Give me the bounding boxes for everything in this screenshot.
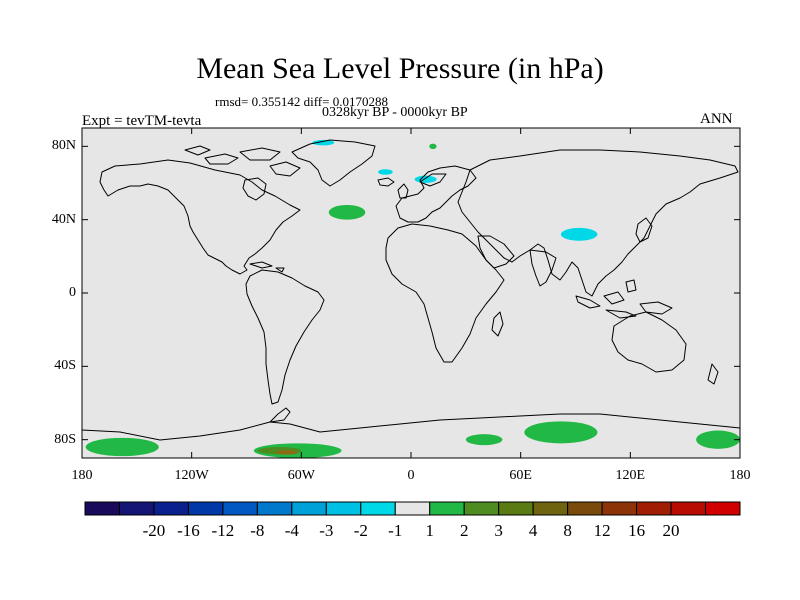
colorbar-swatch bbox=[670, 501, 707, 516]
colorbar-label: 1 bbox=[425, 521, 434, 540]
colorbar-swatch bbox=[360, 501, 396, 516]
coast-greenland bbox=[291, 139, 376, 187]
colorbar-label: 12 bbox=[593, 521, 611, 540]
anomaly-antarctic-positive-4 bbox=[524, 421, 598, 444]
season-label: ANN bbox=[700, 111, 733, 127]
colorbar-label: -8 bbox=[250, 521, 265, 540]
coast-arctic-islands bbox=[184, 145, 301, 177]
colorbar-label: 4 bbox=[528, 521, 538, 540]
colorbar-swatch bbox=[601, 501, 638, 516]
colorbar-swatch bbox=[291, 501, 327, 516]
y-tick-label: 40N bbox=[51, 211, 76, 227]
anomaly-scandinavia-negative bbox=[414, 175, 437, 183]
x-tick-label: 0 bbox=[407, 468, 415, 483]
anomaly-layer bbox=[85, 139, 740, 458]
colorbar-swatch bbox=[532, 501, 569, 516]
coast-antarctic-peninsula bbox=[269, 407, 291, 423]
coast-antarctica bbox=[81, 413, 741, 441]
coast-indonesia bbox=[575, 279, 637, 319]
anomaly-tibet-negative bbox=[560, 227, 598, 241]
coast-india bbox=[529, 249, 557, 287]
colorbar-swatch bbox=[118, 501, 155, 516]
period-label: 0328kyr BP - 0000kyr BP bbox=[322, 105, 468, 120]
colorbar-swatch bbox=[84, 501, 120, 516]
coast-new-zealand bbox=[707, 363, 719, 385]
colorbar-label: 16 bbox=[628, 521, 646, 540]
y-tick-label: 80N bbox=[51, 138, 76, 154]
colorbar-swatch bbox=[256, 501, 293, 516]
coast-europe bbox=[395, 165, 477, 223]
anomaly-iceland-negative bbox=[378, 169, 393, 175]
coast-north-america bbox=[99, 159, 301, 275]
x-tick-label: 60E bbox=[509, 468, 532, 483]
colorbar-label: -3 bbox=[319, 521, 334, 540]
chart-title: Mean Sea Level Pressure (in hPa) bbox=[196, 52, 604, 85]
x-tick-label: 180 bbox=[729, 468, 751, 483]
coast-asia bbox=[457, 149, 739, 297]
coast-new-guinea bbox=[639, 301, 673, 315]
coast-africa bbox=[385, 223, 505, 363]
colorbar-swatch bbox=[705, 501, 741, 516]
anomaly-antarctic-positive-7 bbox=[275, 450, 298, 455]
anomaly-antarctic-positive-1 bbox=[85, 437, 159, 457]
colorbar-swatch bbox=[325, 501, 362, 516]
y-tick-label: 0 bbox=[69, 285, 76, 300]
coast-britain bbox=[397, 183, 409, 199]
colorbar-swatch bbox=[153, 501, 189, 516]
colorbar-swatch bbox=[636, 501, 672, 516]
coastlines bbox=[81, 139, 741, 441]
map-background bbox=[82, 128, 740, 458]
coast-madagascar bbox=[491, 311, 504, 337]
colorbar-label: -4 bbox=[284, 521, 299, 540]
coast-scandinavia bbox=[419, 173, 447, 187]
coast-south-america bbox=[245, 269, 325, 405]
colorbar-swatch bbox=[498, 501, 534, 516]
map-plot-area bbox=[81, 127, 741, 459]
x-tick-label: 120E bbox=[615, 468, 646, 483]
coast-arabia bbox=[477, 235, 515, 269]
colorbar-swatch bbox=[429, 501, 465, 516]
stats-label: rmsd= 0.355142 diff= 0.0170288 bbox=[215, 94, 388, 109]
x-tick-label: 60W bbox=[287, 468, 315, 483]
y-tick-label: 40S bbox=[54, 358, 76, 374]
x-tick-label: 120W bbox=[174, 468, 209, 483]
colorbar-label: 3 bbox=[494, 521, 503, 540]
colorbar-label: -12 bbox=[211, 521, 235, 540]
colorbar-swatch bbox=[187, 501, 224, 516]
colorbar-label: -16 bbox=[177, 521, 200, 540]
anomaly-antarctic-positive-5 bbox=[696, 430, 740, 449]
y-tick-label: 80S bbox=[54, 431, 76, 447]
anomaly-svalbard-positive bbox=[429, 143, 437, 150]
coast-japan bbox=[635, 217, 653, 243]
colorbar bbox=[84, 501, 741, 516]
colorbar-swatch bbox=[567, 501, 603, 516]
colorbar-label: -1 bbox=[388, 521, 403, 540]
colorbar-swatch bbox=[463, 501, 500, 516]
colorbar-label: -20 bbox=[142, 521, 166, 540]
anomaly-north-atlantic-positive bbox=[328, 205, 366, 220]
colorbar-label: 20 bbox=[662, 521, 680, 540]
colorbar-label: 8 bbox=[563, 521, 572, 540]
x-tick-label: 180 bbox=[71, 468, 93, 483]
coast-australia bbox=[611, 311, 687, 373]
coast-iceland bbox=[377, 177, 395, 187]
anomaly-antarctic-positive-3 bbox=[465, 434, 503, 446]
coast-caribbean bbox=[249, 261, 285, 273]
anomaly-greenland-negative bbox=[312, 139, 335, 146]
coast-hudson-bay bbox=[242, 177, 267, 201]
axis-ticks bbox=[81, 128, 741, 458]
experiment-label: Expt = tevTM-tevta bbox=[82, 113, 202, 129]
colorbar-swatch bbox=[222, 501, 258, 516]
colorbar-swatch bbox=[394, 501, 431, 516]
colorbar-label: 2 bbox=[459, 521, 469, 540]
colorbar-label: -2 bbox=[353, 521, 368, 540]
